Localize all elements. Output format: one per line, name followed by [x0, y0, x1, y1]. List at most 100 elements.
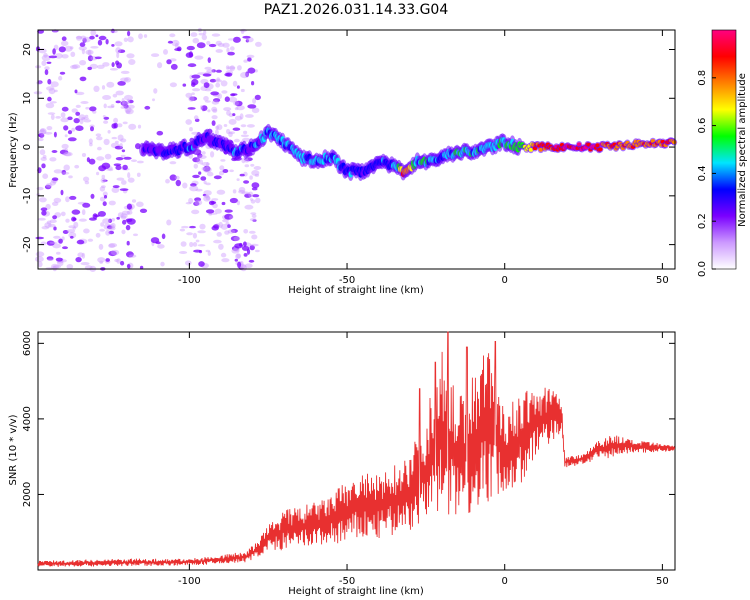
spectrogram-noise-cell	[79, 42, 86, 47]
snr-panel: -100 -50 0 50 2000 4000 6000 Height of straigh…	[8, 331, 676, 597]
spectrogram-noise-cell	[96, 171, 100, 176]
spectrogram-noise-cell	[202, 193, 207, 197]
spectrogram-noise-cell	[122, 100, 128, 108]
spectrogram-noise-cell	[117, 123, 123, 128]
spectrogram-noise-cell	[203, 30, 207, 36]
spectrogram-noise-cell	[128, 254, 137, 258]
spectrogram-noise-cell	[73, 221, 79, 229]
spectrogram-noise-cell	[64, 134, 68, 138]
spectrogram-noise-cell	[236, 105, 245, 111]
spectrogram-noise-cell	[74, 89, 78, 94]
spectrogram-noise-cell	[143, 34, 148, 38]
spectrogram-noise-cell	[99, 228, 105, 232]
spectrogram-noise-cell	[224, 209, 233, 213]
spectrogram-noise-cell	[66, 264, 74, 270]
spectrogram-noise-cell	[194, 197, 202, 202]
spectrogram-noise-cell	[81, 252, 86, 259]
spectrogram-noise-cell	[60, 189, 64, 196]
spectrogram-noise-cell	[96, 156, 105, 161]
spectrogram-noise-cell	[89, 142, 93, 147]
spectrogram-noise-cell	[217, 43, 225, 47]
spectrogram-noise-cell	[227, 66, 236, 70]
spectrogram-noise-cell	[46, 61, 52, 64]
spectrogram-noise-cell	[58, 46, 66, 53]
spectrogram-noise-cell	[103, 138, 110, 146]
spectrogram-noise-cell	[245, 114, 254, 118]
spectrogram-noise-cell	[49, 241, 57, 244]
spectrogram-noise-cell	[208, 43, 217, 48]
spectrogram-noise-cell	[110, 249, 120, 256]
spectrogram-noise-cell	[231, 93, 238, 96]
spectrogram-noise-cell	[45, 102, 55, 109]
spectrogram-noise-cell	[85, 49, 94, 55]
spectrogram-y-tick-label: 0	[22, 144, 33, 150]
spectrogram-noise-cell	[236, 200, 240, 206]
spectrogram-noise-cell	[225, 65, 230, 70]
spectrogram-noise-cell	[210, 151, 215, 158]
spectrogram-noise-cell	[166, 219, 172, 226]
spectrogram-noise-cell	[211, 100, 220, 105]
spectrogram-noise-cell	[58, 75, 63, 81]
spectrogram-noise-cell	[139, 208, 148, 213]
spectrogram-noise-cell	[115, 47, 122, 54]
spectrogram-noise-cell	[232, 189, 237, 194]
spectrogram-noise-cell	[236, 253, 242, 259]
spectrogram-noise-cell	[231, 248, 240, 254]
spectrogram-noise-cell	[47, 112, 56, 115]
spectrogram-noise-cell	[48, 55, 58, 59]
spectrogram-noise-cell	[48, 223, 56, 228]
spectrogram-noise-cell	[136, 201, 144, 208]
snr-y-tick-label: 4000	[22, 406, 33, 431]
spectrogram-noise-cell	[40, 157, 47, 161]
spectrogram-noise-cell	[96, 64, 105, 69]
spectrogram-noise-cell	[235, 253, 241, 260]
spectrogram-noise-cell	[139, 265, 144, 270]
spectrogram-noise-cell	[94, 56, 102, 60]
spectrogram-noise-cell	[238, 186, 246, 193]
spectrogram-noise-cell	[44, 222, 52, 229]
spectrogram-noise-cell	[192, 37, 200, 44]
colorbar: 0.0 0.2 0.4 0.6 0.8 Normalized spectral ampl…	[697, 29, 748, 277]
spectrogram-noise-cell	[111, 187, 120, 193]
spectrogram-noise-cell	[170, 63, 178, 70]
spectrogram-noise-cell	[193, 163, 198, 169]
spectrogram-noise-cell	[81, 153, 87, 157]
spectrogram-noise-cell	[78, 114, 86, 121]
spectrogram-noise-cell	[102, 179, 108, 182]
spectrogram-noise-cell	[120, 106, 126, 109]
spectrogram-noise-cell	[92, 213, 98, 219]
spectrogram-noise-cell	[79, 76, 87, 82]
spectrogram-noise-cell	[81, 209, 86, 216]
spectrogram-noise-cell	[35, 236, 44, 240]
spectrogram-noise-cell	[239, 173, 245, 177]
spectrogram-noise-cell	[213, 98, 221, 103]
spectrogram-noise-cell	[49, 181, 56, 186]
spectrogram-noise-cell	[221, 201, 226, 206]
spectrogram-noise-cell	[133, 233, 138, 237]
spectrogram-noise-cell	[214, 79, 222, 83]
spectrogram-noise-cell	[38, 137, 44, 142]
spectrogram-noise-cell	[60, 40, 69, 47]
spectrogram-noise-cell	[61, 54, 69, 59]
spectrogram-noise-cell	[127, 104, 135, 109]
spectrogram-noise-cell	[88, 158, 96, 165]
spectrogram-noise-cell	[111, 44, 115, 47]
spectrogram-noise-cell	[126, 98, 131, 105]
spectrogram-noise-cell	[244, 159, 250, 163]
spectrogram-noise-cell	[201, 34, 207, 41]
spectrogram-x-axis-label: Height of straight line (km)	[288, 285, 424, 296]
spectrogram-noise-cell	[247, 67, 256, 74]
spectrogram-noise-cell	[198, 261, 205, 267]
spectrogram-noise-cell	[117, 212, 124, 218]
spectrogram-noise-cell	[78, 46, 88, 51]
spectrogram-noise-cell	[39, 128, 47, 134]
spectrogram-noise-cell	[201, 105, 208, 111]
spectrogram-noise-cell	[246, 124, 255, 128]
spectrogram-noise-cell	[229, 197, 238, 204]
spectrogram-noise-cell	[53, 197, 62, 203]
spectrogram-noise-cell	[193, 201, 200, 206]
spectrogram-noise-cell	[249, 218, 257, 222]
spectrogram-noise-cell	[193, 115, 199, 120]
spectrogram-noise-cell	[220, 252, 227, 258]
spectrogram-noise-cell	[151, 53, 160, 57]
